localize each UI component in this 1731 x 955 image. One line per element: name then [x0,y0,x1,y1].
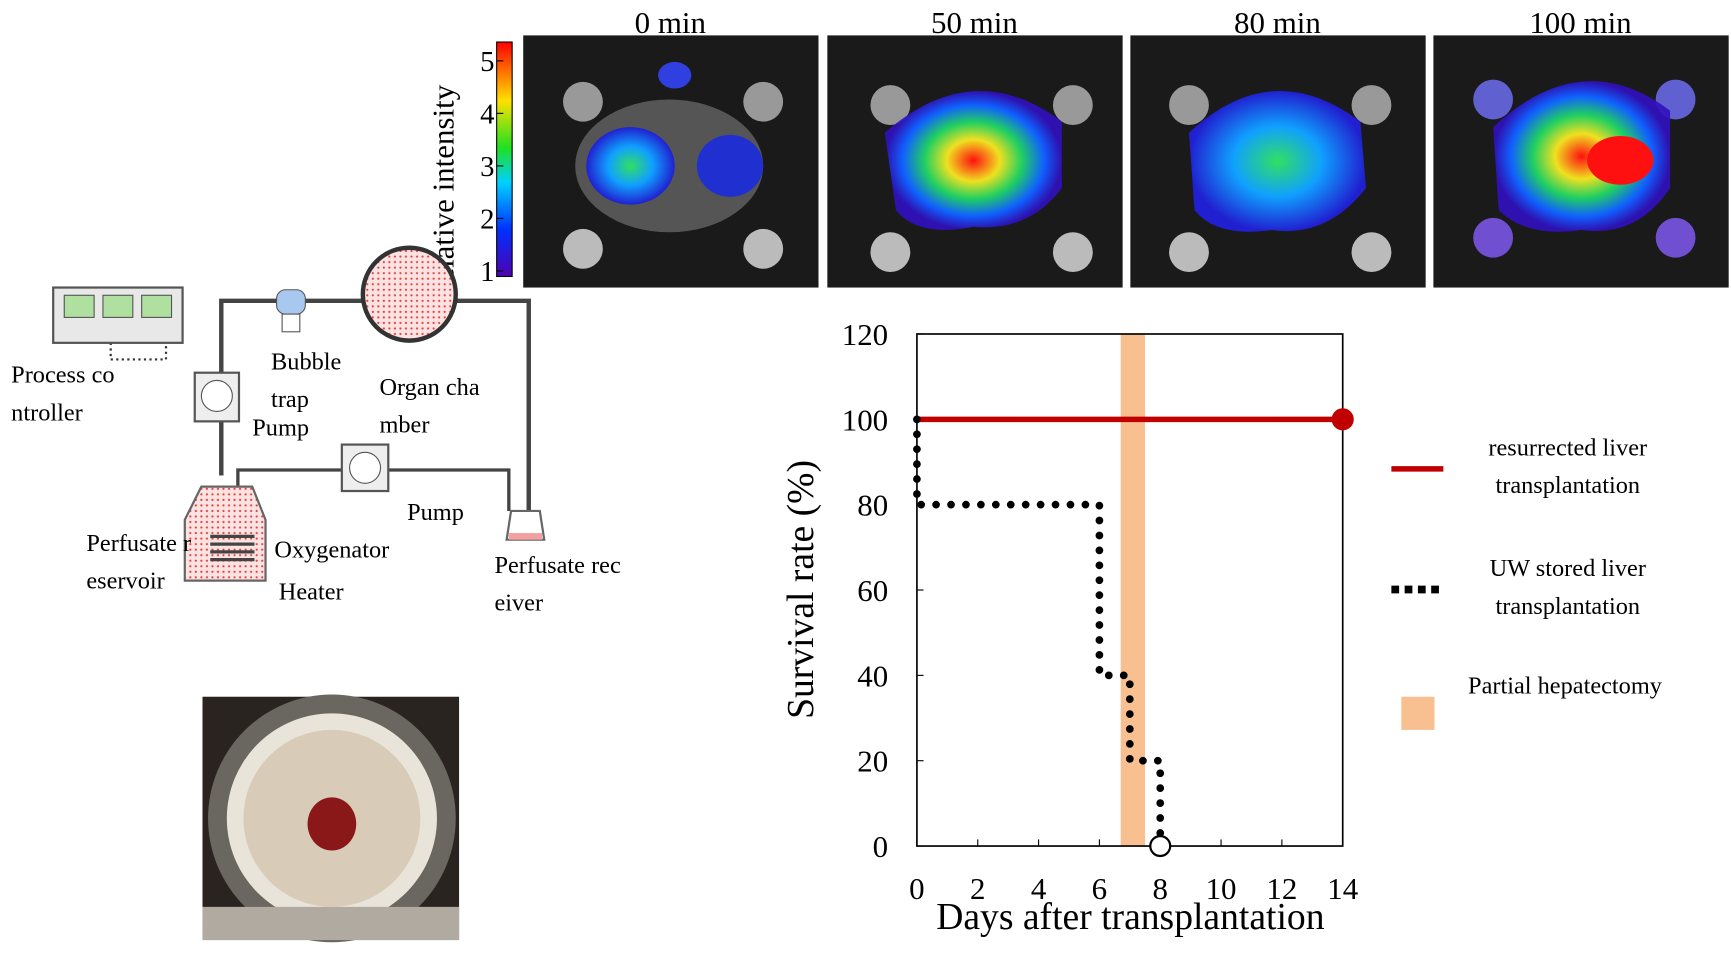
image-panel [523,35,819,288]
colorbar-tick-label: 3 [480,151,494,183]
image-panels [523,35,1729,288]
survival-chart: 0 2 4 6 8 10 12 14 0 20 40 60 80 100 120 [842,317,1358,906]
diagram-label: Organ chamber [379,372,480,438]
y-tick-label: 60 [857,573,888,608]
chamber-photo [202,694,460,943]
y-tick-label: 80 [857,488,888,523]
y-axis-label: Survival rate (%) [780,460,822,719]
colorbar-tick-label: 1 [480,256,494,288]
series-line [913,415,1165,850]
image-label: 50 min [931,5,1018,40]
image-label: 100 min [1529,5,1632,40]
colorbar [496,41,513,278]
legend-item: UW stored liver transplantation [1489,554,1646,620]
x-axis-label: Days after transplantation [936,896,1325,938]
legend-item: Partial hepatectomy [1468,671,1662,699]
y-tick-label: 100 [842,402,888,437]
x-tick-label: 0 [909,871,924,906]
legend: resurrected liver transplantation UW stor… [1391,433,1662,730]
x-tick-label: 4 [1031,871,1046,906]
end-marker [1149,834,1172,858]
image-panel [1130,35,1426,288]
legend-label: UW stored liver transplantation [1489,554,1646,620]
image-label: 80 min [1234,5,1321,40]
image-panel [1433,35,1729,288]
x-tick-label: 12 [1266,871,1297,906]
colorbar-tick-label: 5 [480,46,494,78]
diagram-label: Pump [252,413,310,442]
y-tick-label: 40 [857,658,888,693]
diagram-label: Pump [407,497,464,526]
legend-item: resurrected liver transplantation [1488,433,1648,499]
y-tick-label: 0 [873,829,888,864]
y-tick-label: 20 [857,744,888,779]
x-tick-label: 2 [970,871,985,906]
image-panel [827,35,1123,288]
x-tick-label: 8 [1152,871,1167,906]
x-tick-label: 14 [1327,871,1358,906]
legend-swatch [1401,696,1435,730]
colorbar-tick-label: 2 [480,203,494,235]
legend-label: Partial hepatectomy [1468,671,1662,699]
diagram-label: Heater [278,577,344,605]
diagram-label: Process controller [11,360,115,426]
band [1120,333,1146,847]
legend-label: resurrected liver transplantation [1488,433,1648,499]
diagram-label: Perfusate reservoir [86,528,192,594]
y-tick-label: 120 [842,317,888,352]
image-label: 0 min [635,5,707,40]
diagram-parts [52,245,546,582]
end-marker [1331,408,1354,431]
diagram-label: Perfusate receiver [494,550,621,617]
colorbar-tick-label: 4 [480,98,494,130]
diagram-label: Bubble trap [271,347,342,413]
x-tick-label: 6 [1092,871,1107,906]
x-tick-label: 10 [1206,871,1237,906]
diagram-label: Oxygenator [274,535,390,563]
